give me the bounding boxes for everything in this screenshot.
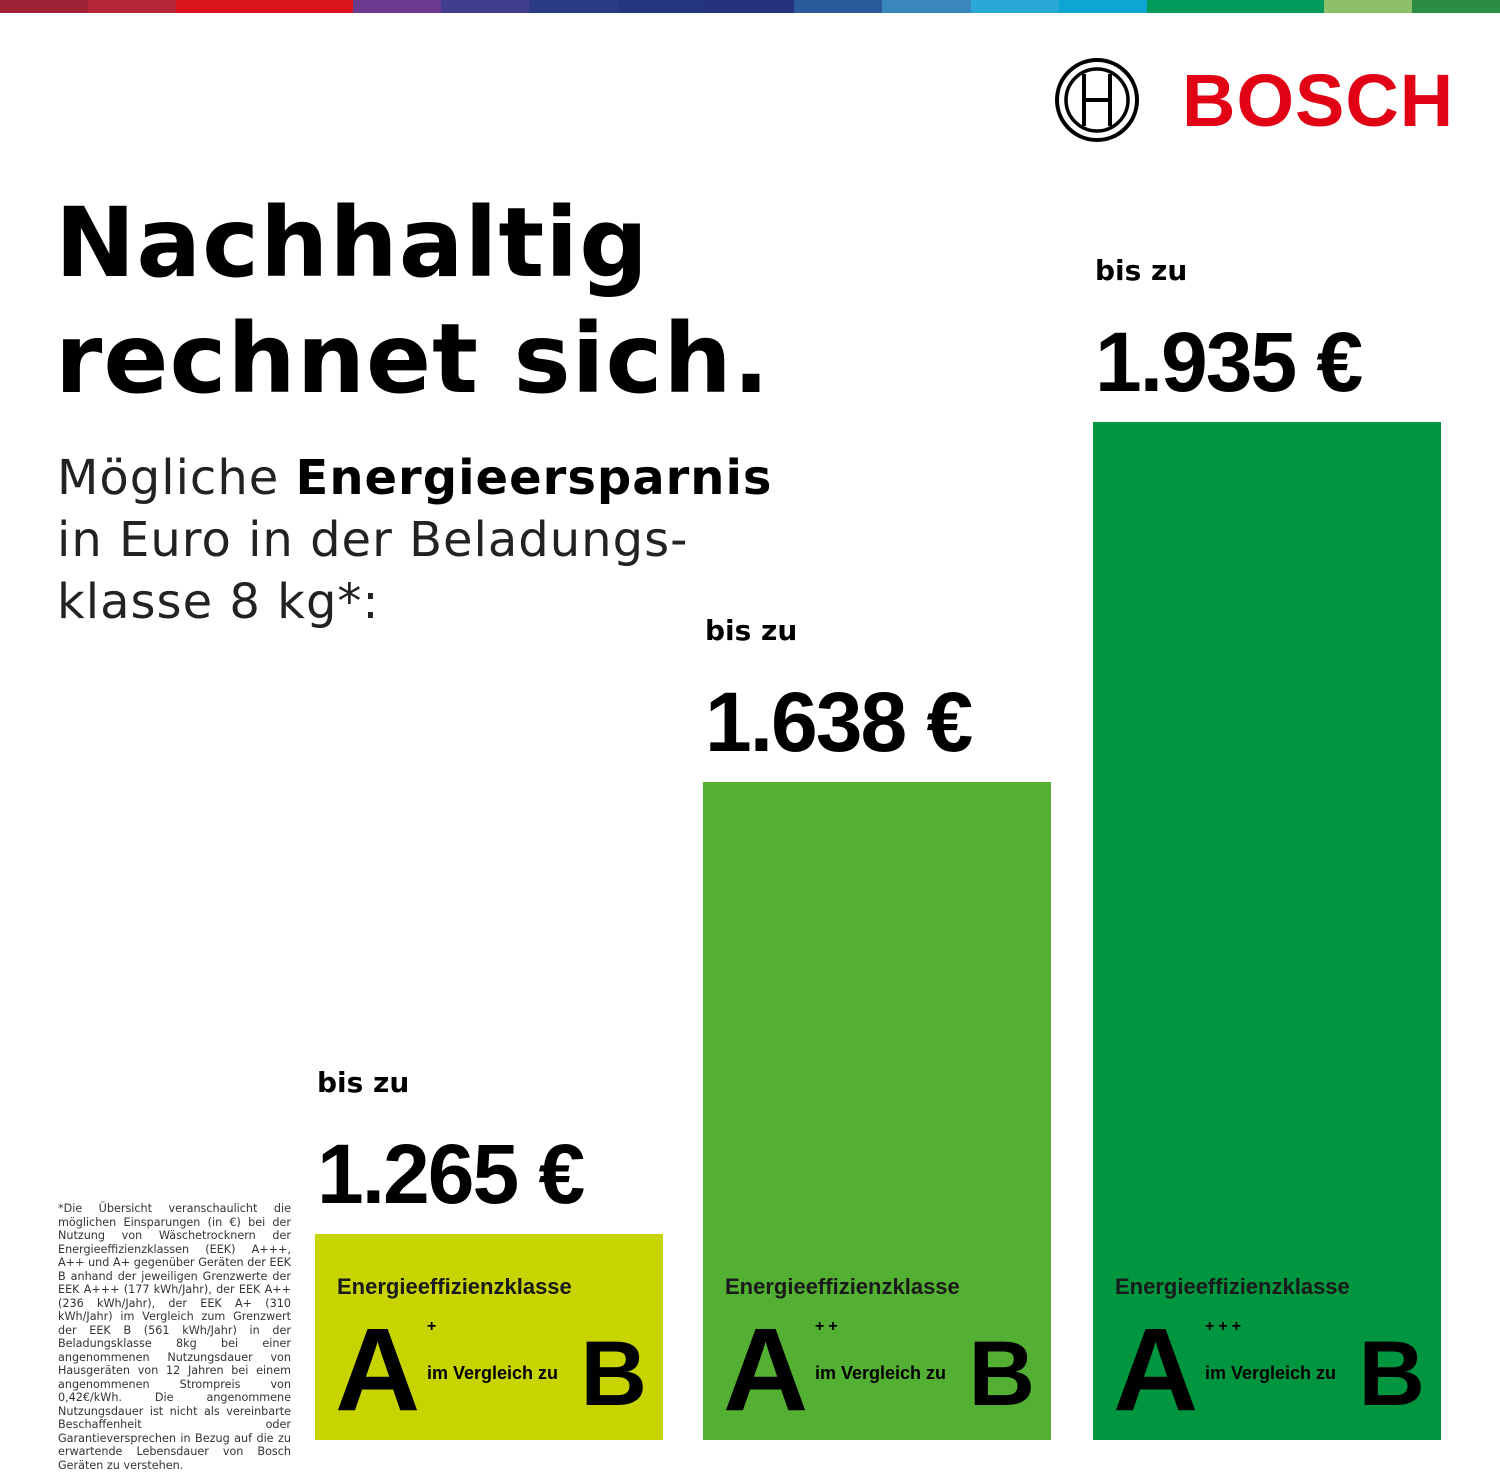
class-letter: A	[1113, 1304, 1199, 1436]
title-line: Nachhaltig	[55, 187, 649, 299]
compare-class: B	[580, 1323, 647, 1425]
subtitle-text: in Euro in der Beladungs-	[57, 512, 689, 568]
stripe-segment	[352, 0, 442, 13]
stripe-segment	[1147, 0, 1236, 13]
class-letter: A	[723, 1304, 809, 1436]
bar: Energieeffizienzklasse A +++ im Vergleich z…	[1093, 421, 1441, 1440]
class-label: Energieeffizienzklasse	[1115, 1274, 1350, 1299]
stripe-segment	[441, 0, 530, 13]
prefix-label: bis zu	[317, 1065, 410, 1099]
compare-label: im Vergleich zu	[815, 1363, 947, 1383]
stripe-segment	[1235, 0, 1324, 13]
stripe-segment	[0, 0, 89, 13]
class-letter: A	[335, 1304, 421, 1436]
stripe-segment	[176, 0, 265, 13]
compare-label: im Vergleich zu	[1205, 1363, 1337, 1383]
stripe-segment	[794, 0, 883, 13]
stripe-segment	[1411, 0, 1500, 13]
bosch-logo: BOSCH	[1054, 57, 1454, 143]
subtitle-bold: Energieersparnis	[295, 450, 773, 506]
subtitle-text: Mögliche	[57, 450, 296, 506]
bar: Energieeffizienzklasse A + im Vergleich zu B	[315, 1233, 663, 1440]
bar-column: bis zu 1.638 € Energieeffizienzklasse A ++ im…	[703, 592, 1051, 1440]
footnote: *Die Übersicht veranschaulicht die mögli…	[58, 1202, 291, 1472]
bosch-armature-icon	[1055, 58, 1139, 142]
bar-column: bis zu 1.935 € Energieeffizienzklasse A +++ i…	[1093, 232, 1441, 1440]
compare-class: B	[968, 1323, 1035, 1425]
brand-name: BOSCH	[1182, 58, 1455, 142]
class-label: Energieeffizienzklasse	[725, 1274, 960, 1299]
title-line: rechnet sich.	[55, 303, 771, 415]
stripe-segment	[1323, 0, 1412, 13]
value-label: 1.935 €	[1095, 314, 1363, 409]
prefix-label: bis zu	[705, 613, 798, 647]
subtitle-text: klasse 8 kg*:	[57, 574, 380, 630]
subtitle: Mögliche Energieersparnis in Euro in der…	[57, 447, 773, 633]
stripe-segment	[970, 0, 1059, 13]
stripe-segment	[264, 0, 353, 13]
compare-label: im Vergleich zu	[427, 1363, 559, 1383]
page-title: Nachhaltig rechnet sich.	[55, 185, 770, 417]
stripe-segment	[529, 0, 618, 13]
bar: Energieeffizienzklasse A ++ im Vergleich zu…	[703, 781, 1051, 1440]
stripe-segment	[1058, 0, 1148, 13]
color-stripe	[0, 0, 1500, 13]
stripe-segment	[617, 0, 706, 13]
value-label: 1.638 €	[705, 674, 973, 769]
class-plus: +	[427, 1318, 441, 1335]
stripe-segment	[705, 0, 795, 13]
value-label: 1.265 €	[317, 1126, 585, 1221]
prefix-label: bis zu	[1095, 253, 1188, 287]
bar-column: bis zu 1.265 € Energieeffizienzklasse A + im …	[315, 1044, 663, 1440]
class-plus: +++	[1205, 1318, 1246, 1335]
stripe-segment	[88, 0, 177, 13]
class-label: Energieeffizienzklasse	[337, 1274, 572, 1299]
compare-class: B	[1358, 1323, 1425, 1425]
class-plus: ++	[815, 1318, 842, 1335]
stripe-segment	[882, 0, 971, 13]
